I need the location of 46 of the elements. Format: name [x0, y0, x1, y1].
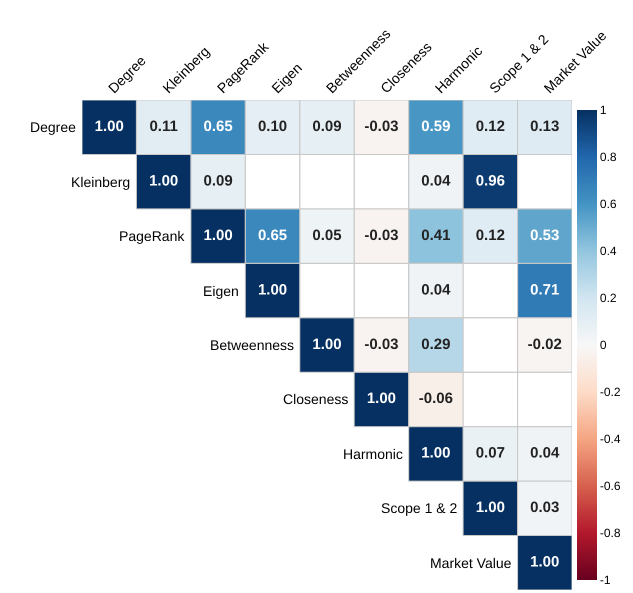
data-label: 0.12	[476, 118, 505, 135]
data-label: 0.09	[312, 118, 342, 135]
data-label: 1.00	[94, 118, 124, 135]
data-label: 0.13	[530, 118, 560, 135]
data-label: 0.09	[204, 172, 233, 190]
data-label: 0.71	[530, 281, 560, 298]
data-label: 0.04	[421, 172, 452, 190]
data-label: 0.53	[530, 226, 560, 244]
color-bar-label: 0.6	[600, 197, 617, 212]
color-bar-label: 0	[600, 338, 607, 352]
data-label: -0.03	[364, 226, 399, 244]
color-bar-label: 0.8	[600, 150, 617, 164]
data-label: 1.00	[366, 390, 396, 408]
data-label: 1.00	[204, 226, 233, 244]
data-label: -0.03	[364, 336, 399, 353]
data-label: 0.96	[476, 172, 505, 190]
data-label: 1.00	[312, 336, 342, 353]
color-bar-label: -0.6	[600, 479, 621, 494]
data-label: 0.41	[421, 226, 450, 244]
data-label: 0.07	[476, 444, 505, 462]
color-bar-label: 1	[600, 103, 607, 118]
color-bar-label: -1	[600, 573, 611, 588]
data-label: 1.00	[530, 554, 560, 571]
data-label: 1.00	[476, 499, 505, 516]
data-label: 0.65	[258, 226, 288, 244]
data-label: 1.00	[149, 172, 178, 190]
data-label: 0.10	[258, 118, 288, 135]
data-label: 0.12	[476, 226, 505, 244]
data-label: 1.00	[421, 444, 450, 462]
data-label: -0.06	[418, 390, 453, 408]
data-label: -0.02	[528, 336, 562, 353]
color-bar-label: 0.4	[600, 244, 617, 258]
data-label: -0.03	[364, 118, 399, 135]
color-bar-label: -0.8	[600, 526, 621, 540]
data-label: 0.59	[421, 118, 450, 135]
color-bar-label: 0.2	[600, 291, 617, 306]
data-label: 0.03	[530, 499, 560, 516]
data-label: 1.00	[258, 281, 288, 298]
data-label: 0.11	[149, 118, 178, 135]
data-label: 0.05	[312, 226, 342, 244]
color-bar-label: -0.4	[600, 432, 621, 446]
data-label: 0.04	[421, 281, 452, 298]
color-bar-label: -0.2	[600, 385, 621, 400]
data-label: 0.04	[530, 444, 560, 462]
data-label: 0.65	[204, 118, 233, 135]
data-label: 0.29	[421, 336, 450, 353]
